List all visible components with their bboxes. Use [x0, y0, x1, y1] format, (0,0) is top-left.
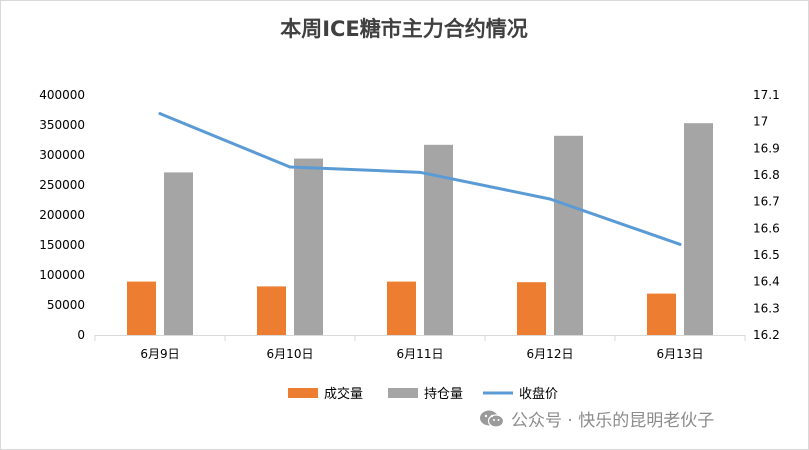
- right-y-tick-label: 16.5: [753, 248, 780, 262]
- bar-volume: [257, 286, 286, 335]
- line-series: [158, 112, 682, 246]
- left-y-tick-label: 250000: [39, 178, 85, 192]
- left-y-axis: 0 50000 100000 150000 200000 250000 300000 3500…: [39, 88, 85, 342]
- legend-swatch: [388, 388, 418, 398]
- close-price-point: [548, 197, 552, 201]
- x-tick-label: 6月12日: [527, 347, 574, 361]
- bar-volume: [647, 293, 676, 335]
- wechat-icon: [480, 410, 505, 428]
- close-price-point: [418, 170, 422, 174]
- chart-title: 本周ICE糖市主力合约情况: [280, 17, 528, 41]
- bar-open-interest: [164, 172, 193, 335]
- left-y-tick-label: 50000: [47, 298, 85, 312]
- left-y-tick-label: 200000: [39, 208, 85, 222]
- close-price-line: [158, 112, 682, 246]
- bar-open-interest: [684, 123, 713, 335]
- right-y-tick-label: 16.7: [753, 195, 780, 209]
- bar-series: [127, 123, 713, 335]
- x-tick-label: 6月13日: [657, 347, 704, 361]
- legend-label: 收盘价: [519, 386, 558, 402]
- left-y-tick-label: 150000: [39, 238, 85, 252]
- legend-label: 持仓量: [424, 387, 463, 402]
- right-y-tick-label: 17: [753, 115, 768, 129]
- right-y-tick-label: 16.4: [753, 275, 780, 289]
- close-price-point: [678, 242, 682, 246]
- right-y-tick-label: 16.2: [753, 328, 780, 342]
- watermark-text: 公众号 · 快乐的昆明老伙子: [511, 411, 715, 431]
- x-tick-label: 6月11日: [397, 347, 444, 361]
- watermark: 公众号 · 快乐的昆明老伙子: [479, 406, 714, 431]
- legend-label: 成交量: [324, 386, 363, 402]
- legend: 成交量 持仓量 收盘价: [288, 386, 558, 402]
- right-y-axis: 16.2 16.3 16.4 16.5 16.6 16.7 16.8 16.9 17 17.1: [753, 88, 780, 342]
- bar-open-interest: [554, 135, 583, 335]
- bar-volume: [387, 281, 416, 335]
- x-tick-label: 6月9日: [140, 347, 179, 361]
- bar-volume: [517, 282, 546, 335]
- right-y-tick-label: 16.8: [753, 168, 780, 182]
- right-y-tick-label: 17.1: [753, 88, 780, 102]
- left-y-tick-label: 350000: [39, 118, 85, 132]
- bar-open-interest: [294, 158, 323, 335]
- bar-volume: [127, 281, 156, 335]
- right-y-tick-label: 16.9: [753, 141, 780, 155]
- x-axis: 6月9日 6月10日 6月11日 6月12日 6月13日: [94, 335, 746, 361]
- left-y-tick-label: 0: [77, 328, 85, 342]
- legend-swatch: [288, 388, 318, 398]
- close-price-point: [158, 112, 162, 116]
- close-price-point: [288, 165, 292, 169]
- left-y-tick-label: 300000: [39, 148, 85, 162]
- left-y-tick-label: 100000: [39, 268, 85, 282]
- left-y-tick-label: 400000: [39, 88, 85, 102]
- right-y-tick-label: 16.6: [753, 221, 780, 235]
- x-tick-label: 6月10日: [267, 347, 314, 361]
- right-y-tick-label: 16.3: [753, 301, 780, 315]
